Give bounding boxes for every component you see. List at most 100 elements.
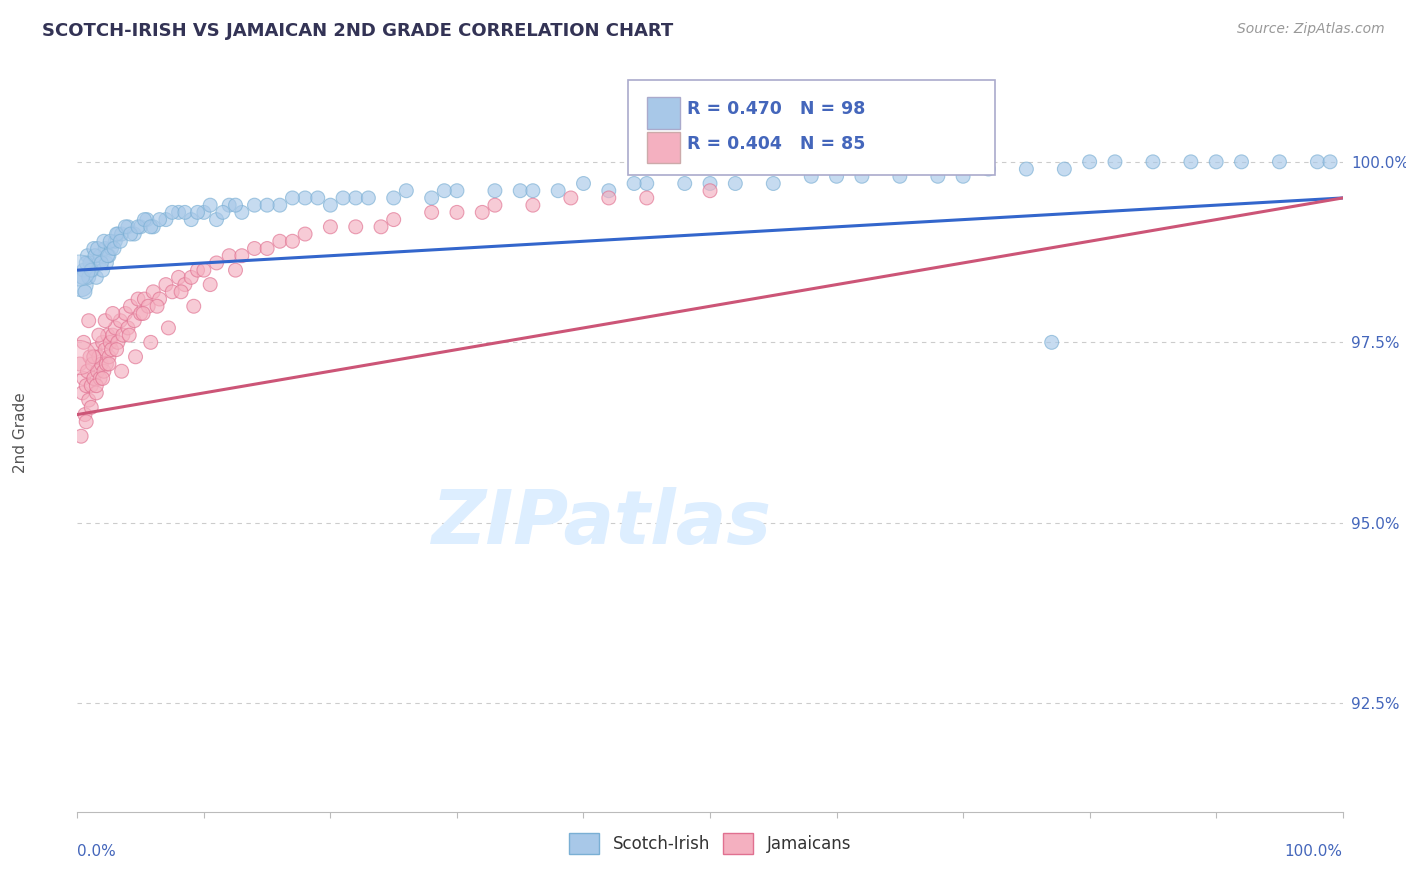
Point [193, 263, 215, 277]
Point [218, 249, 240, 263]
Point [382, 191, 405, 205]
Point [200, 277, 222, 292]
Point [307, 191, 329, 205]
Point [1268, 154, 1291, 169]
Point [344, 191, 367, 205]
Text: R = 0.404   N = 85: R = 0.404 N = 85 [688, 135, 866, 153]
Point [1142, 154, 1164, 169]
Point [72, 270, 94, 285]
Point [127, 292, 149, 306]
Point [98, 234, 121, 248]
Point [433, 184, 456, 198]
Point [155, 212, 177, 227]
Point [118, 328, 141, 343]
Point [105, 227, 128, 241]
Point [174, 277, 197, 292]
Point [86, 364, 108, 378]
Point [382, 212, 405, 227]
Point [94, 314, 117, 328]
Point [825, 169, 848, 184]
Point [97, 249, 120, 263]
Point [110, 314, 132, 328]
Point [699, 184, 721, 198]
Point [395, 184, 418, 198]
Text: SCOTCH-IRISH VS JAMAICAN 2ND GRADE CORRELATION CHART: SCOTCH-IRISH VS JAMAICAN 2ND GRADE CORRE… [42, 22, 673, 40]
Point [889, 169, 911, 184]
Point [111, 328, 134, 343]
Point [77, 270, 100, 285]
Point [155, 277, 177, 292]
Point [136, 212, 159, 227]
Point [547, 184, 569, 198]
Point [79, 350, 101, 364]
Point [94, 343, 117, 357]
Point [83, 242, 105, 256]
Point [269, 234, 291, 248]
Point [80, 378, 103, 392]
Point [70, 277, 93, 292]
Point [211, 205, 233, 219]
Point [114, 219, 136, 234]
Point [96, 256, 118, 270]
Point [70, 429, 93, 443]
Point [69, 357, 91, 371]
Point [139, 335, 162, 350]
Point [927, 169, 949, 184]
Point [107, 335, 129, 350]
Point [699, 177, 721, 191]
Point [952, 169, 974, 184]
Point [90, 357, 112, 371]
Point [319, 219, 342, 234]
Point [98, 350, 120, 364]
Point [100, 242, 122, 256]
Point [84, 249, 107, 263]
Point [522, 184, 544, 198]
Point [446, 184, 468, 198]
Legend: Scotch-Irish, Jamaicans: Scotch-Irish, Jamaicans [562, 827, 858, 860]
Point [205, 212, 228, 227]
Point [67, 263, 90, 277]
Point [124, 314, 146, 328]
Point [851, 169, 873, 184]
FancyBboxPatch shape [628, 80, 995, 175]
Point [82, 263, 104, 277]
Point [294, 227, 316, 241]
Point [79, 256, 101, 270]
Point [104, 234, 127, 248]
Point [332, 191, 354, 205]
Text: 0.0%: 0.0% [77, 844, 117, 859]
Point [127, 219, 149, 234]
Point [83, 371, 105, 385]
Point [107, 227, 129, 241]
Point [117, 219, 139, 234]
Point [186, 263, 209, 277]
Point [180, 212, 202, 227]
Point [98, 357, 120, 371]
Point [218, 198, 240, 212]
Point [170, 285, 193, 299]
Point [134, 212, 156, 227]
Point [724, 177, 747, 191]
Point [73, 335, 96, 350]
Point [598, 191, 620, 205]
Point [129, 219, 152, 234]
Point [89, 249, 111, 263]
Point [110, 234, 132, 248]
FancyBboxPatch shape [647, 132, 679, 163]
Point [80, 263, 103, 277]
Point [87, 256, 110, 270]
Point [636, 191, 658, 205]
Point [76, 249, 98, 263]
Text: Source: ZipAtlas.com: Source: ZipAtlas.com [1237, 22, 1385, 37]
Point [1180, 154, 1202, 169]
Point [134, 292, 156, 306]
Point [446, 205, 468, 219]
Point [167, 270, 190, 285]
Point [86, 270, 108, 285]
Point [67, 350, 90, 364]
Point [157, 321, 180, 335]
Point [117, 321, 139, 335]
Point [72, 385, 94, 400]
Point [124, 350, 146, 364]
Point [225, 198, 247, 212]
